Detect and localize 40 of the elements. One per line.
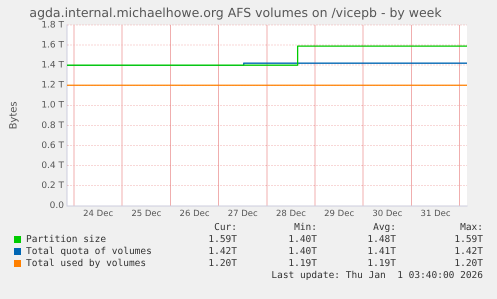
text: 1.42T	[454, 246, 483, 257]
y-tick-label: 0.6 T	[41, 140, 64, 151]
y-tick-label: 1.4 T	[41, 60, 64, 71]
x-tick-label: 31 Dec	[420, 209, 451, 220]
x-tick-label: 29 Dec	[324, 209, 354, 220]
y-tick-label: 0.4 T	[41, 160, 64, 171]
y-tick-label: 0.8 T	[41, 120, 64, 131]
x-tick-label: 24 Dec	[83, 209, 114, 220]
text: 1.40T	[288, 246, 317, 257]
text: Cur:	[214, 222, 237, 233]
legend-label: Total used by volumes	[26, 258, 146, 269]
legend-label: Total quota of volumes	[26, 246, 152, 257]
legend-label: Partition size	[26, 234, 106, 245]
text: 1.40T	[288, 234, 317, 245]
x-tick-label: 28 Dec	[276, 209, 306, 220]
y-tick-label: 1.6 T	[41, 40, 64, 50]
x-tick-label: 30 Dec	[372, 209, 403, 220]
chart-title: agda.internal.michaelhowe.org AFS volumes on /vicepb - by week	[29, 4, 442, 20]
text: Avg:	[373, 222, 396, 233]
text: 1.19T	[288, 258, 317, 269]
text: 1.19T	[367, 258, 396, 269]
text: 1.20T	[208, 258, 237, 269]
x-tick-label: 27 Dec	[228, 209, 258, 220]
text: Max:	[460, 222, 483, 233]
text: 1.42T	[208, 246, 237, 257]
text: 1.20T	[454, 258, 483, 269]
y-tick-label: 1.0 T	[41, 100, 64, 111]
text: 1.48T	[367, 234, 396, 245]
y-tick-label: 0.0	[50, 201, 64, 212]
y-tick-label: 1.2 T	[41, 80, 64, 91]
x-tick-label: 26 Dec	[180, 209, 210, 220]
y-tick-label: 1.8 T	[41, 20, 64, 30]
y-axis-title: Bytes	[8, 101, 20, 130]
text: 1.41T	[367, 246, 396, 257]
text: 1.59T	[454, 234, 483, 245]
text: Min:	[294, 222, 317, 233]
text: Last update: Thu Jan 1 03:40:00 2026	[271, 270, 483, 281]
y-tick-label: 0.2 T	[41, 181, 64, 192]
x-tick-label: 25 Dec	[131, 209, 162, 220]
text: 1.59T	[208, 234, 237, 245]
